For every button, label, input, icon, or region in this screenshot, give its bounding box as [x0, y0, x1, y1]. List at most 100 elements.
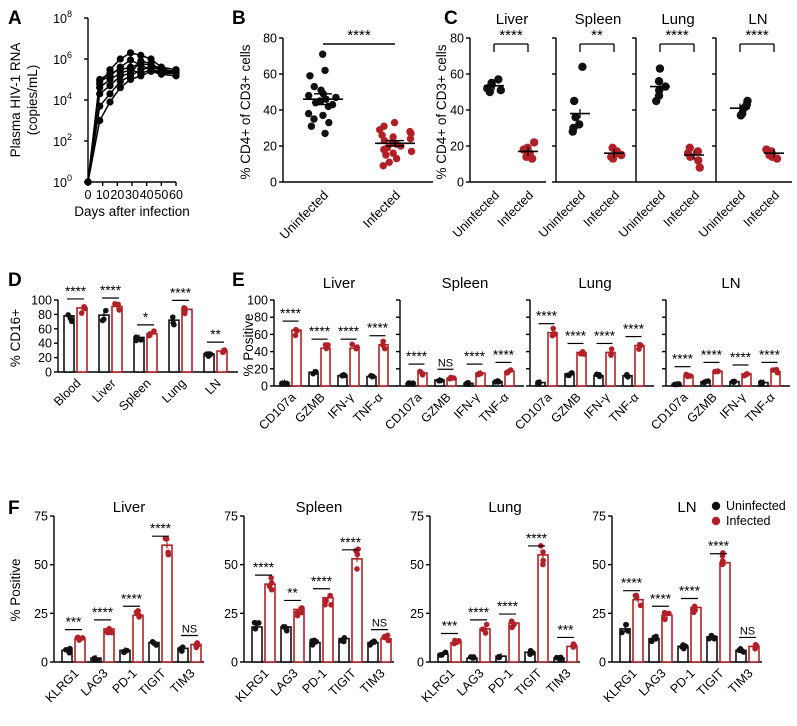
panelE-data-point: [565, 372, 571, 379]
panelF-data-point: [104, 629, 110, 635]
panelF-xtick-label: LAG3: [78, 666, 111, 699]
panelF-data-point: [508, 618, 515, 625]
panelE-data-point: [536, 379, 542, 385]
panelA-data-point: [96, 102, 104, 110]
panelD-ytick-label: 40: [38, 337, 52, 351]
panelF-bar: [264, 583, 276, 663]
panelE-ylabel: % Positive: [241, 313, 256, 376]
panelE-data-point: [730, 378, 736, 385]
panelA-xtick-label: 20: [110, 188, 124, 202]
panelF-data-point: [79, 635, 86, 641]
panelB-data-point: [307, 122, 316, 130]
panelB-data-point: [407, 147, 416, 156]
panelA-data-point: [84, 178, 92, 186]
panelA-ytick-label: 108: [53, 9, 72, 26]
panelF-subpanel-title: Lung: [488, 499, 521, 516]
panelA-data-point: [116, 84, 124, 92]
panelF-data-point: [691, 603, 698, 610]
panelF-sig-label: ****: [253, 560, 275, 575]
panelD-xtick-label: Lung: [159, 376, 189, 406]
panelE-Liver-ytick-label: 0: [261, 380, 268, 394]
panelA-xlabel: Days after infection: [74, 204, 190, 219]
panelF-sig-label: ****: [340, 535, 362, 550]
panelF-data-point: [252, 625, 259, 632]
panelF-xtick-label: TIM3: [726, 666, 756, 696]
panelF-data-point: [540, 561, 546, 568]
panelB-xtick-label: Uninfected: [277, 188, 332, 243]
panelF-subpanel-title: Spleen: [296, 499, 343, 516]
panelF-sig-label: **: [287, 585, 298, 600]
panelD-ytick-label: 20: [38, 351, 52, 365]
panelE-subpanel-title: Lung: [578, 275, 611, 292]
panelA-data-point: [106, 82, 114, 90]
panelE-sig-label: ****: [536, 309, 558, 324]
panelC-data-point: [693, 147, 703, 156]
panelD-ytick-label: 100: [31, 294, 52, 308]
panelB-data-point: [390, 118, 399, 127]
panelD-xtick-label: Liver: [90, 376, 119, 405]
panelA-data-point: [137, 51, 145, 59]
panelE-sig-label: ****: [701, 347, 723, 362]
panelF-sig-label: NS: [182, 623, 197, 635]
panelE-sig-label: ****: [594, 328, 616, 343]
panelF-LN-ytick-label: 75: [592, 510, 606, 524]
panelB-sig-label: ****: [347, 27, 371, 44]
panelC-xtick-label: Uninfected: [536, 188, 588, 240]
panelF-LN-ytick-label: 25: [592, 607, 606, 621]
panelF-data-point: [625, 628, 631, 634]
panelF-xtick-label: TIGIT: [326, 666, 359, 699]
panelF-data-point: [124, 647, 130, 654]
panelC-data-point: [494, 75, 503, 84]
panelA-data-point: [96, 75, 104, 84]
panelE-sig-label: ****: [309, 324, 331, 339]
panelE-data-point: [349, 341, 356, 348]
panelA-data-point: [106, 75, 114, 84]
panelF-data-point: [483, 621, 490, 628]
panelB-data-point: [406, 135, 415, 143]
panelB-data-point: [325, 118, 333, 127]
panelF-data-point: [711, 636, 718, 642]
panelC-data-point: [578, 62, 587, 71]
panelC-xtick-label: Infected: [581, 188, 622, 229]
panelF-sig-label: ***: [66, 615, 83, 630]
panelA-xtick-label: 50: [154, 188, 168, 202]
panelF-data-point: [294, 609, 301, 616]
panelE-sig-label: ****: [759, 347, 781, 362]
panelF-xtick-label: PD-1: [486, 666, 516, 696]
panelF-Spleen-ytick-label: 75: [224, 510, 238, 524]
panelA-data-point: [126, 63, 135, 71]
panelF-sig-label: ***: [442, 619, 459, 634]
panelF-sig-label: ****: [526, 531, 548, 546]
panelF-bar: [661, 614, 673, 663]
panelD-data-point: [99, 317, 106, 324]
panelC-data-point: [527, 154, 537, 163]
panelE-xtick-label: CD107a: [256, 390, 298, 432]
panelC-data-point: [496, 86, 506, 95]
panelE-xtick-label: TNF-α: [476, 390, 511, 425]
panelE-data-point: [475, 371, 481, 378]
panelD-bar: [98, 314, 110, 373]
panelE-data-point: [705, 378, 711, 384]
panelD-data-point: [81, 304, 88, 310]
panelF-data-point: [529, 649, 536, 656]
panelD-ytick-label: 80: [38, 308, 52, 322]
panelD-ytick-label: 0: [45, 366, 52, 380]
panelF-data-point: [341, 638, 347, 645]
panelC-sig-label: ****: [665, 27, 689, 44]
panelC-data-point: [485, 87, 495, 97]
panelF-data-point: [719, 558, 726, 564]
panelE-bar: [320, 347, 331, 387]
panelD-xtick-label: Blood: [51, 376, 84, 409]
panelB-data-point: [379, 162, 387, 170]
panelF-data-point: [179, 648, 185, 654]
panelE-Liver-ytick-label: 20: [254, 362, 268, 376]
panelF-data-point: [558, 655, 565, 662]
panelF-data-point: [151, 640, 157, 646]
panelE-xtick-label: TNF-α: [350, 390, 385, 425]
legend-infected-marker: [711, 516, 721, 526]
panelE-sig-label: ****: [730, 350, 752, 365]
panelD-data-point: [65, 312, 71, 318]
panelB-ytick-label: 40: [263, 104, 277, 118]
panel-label-C: C: [444, 8, 458, 29]
panelE-data-point: [507, 367, 514, 373]
